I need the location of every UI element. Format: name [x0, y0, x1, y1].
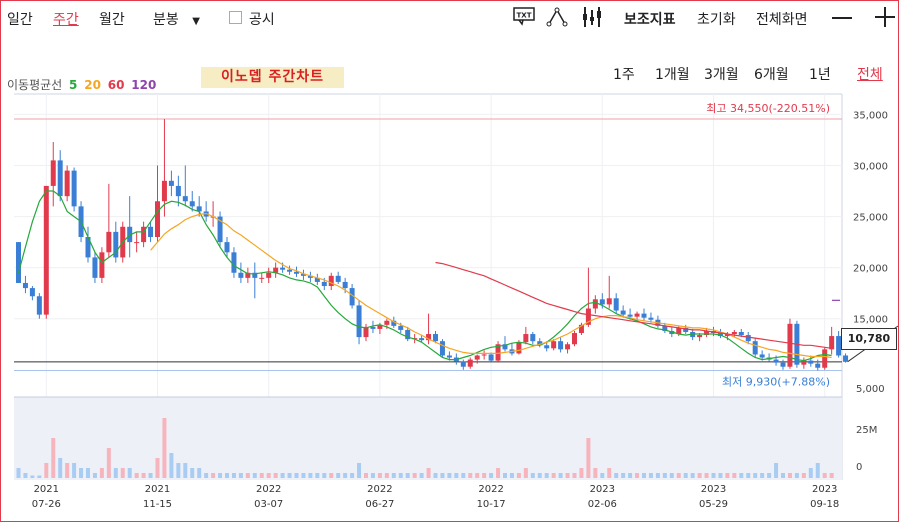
tab-daily[interactable]: 일간 [7, 12, 33, 28]
legend-ma5: 5 [69, 78, 78, 92]
indicator-menu[interactable]: 보조지표 [624, 12, 676, 28]
disclosure-checkbox[interactable] [229, 11, 242, 24]
minute-dropdown-label: 분봉 [153, 12, 179, 28]
period-1w[interactable]: 1주 [613, 67, 635, 83]
legend-label: 이동평균선 [7, 78, 63, 92]
legend-ma60: 60 [107, 78, 125, 92]
tab-weekly[interactable]: 주간 [53, 12, 79, 28]
period-6m[interactable]: 6개월 [754, 67, 789, 83]
legend-ma120: 120 [131, 78, 157, 92]
add-icon[interactable] [874, 6, 896, 28]
indicator-icon[interactable] [581, 5, 603, 29]
draw-tool-icon[interactable] [546, 6, 568, 28]
minimize-icon[interactable] [831, 9, 853, 27]
period-1m[interactable]: 1개월 [655, 67, 690, 83]
toolbar: 일간 주간 월간 분봉 ▼ 공시 TXT 보조지표 초기화 전체화면 [0, 0, 899, 36]
reset-button[interactable]: 초기화 [697, 12, 736, 28]
fullscreen-button[interactable]: 전체화면 [756, 12, 808, 28]
current-price-tag: 10,780 [841, 328, 897, 350]
chart-title: 이노뎁 주간차트 [201, 67, 344, 88]
dropdown-arrow-icon: ▼ [192, 16, 200, 27]
tab-monthly[interactable]: 월간 [99, 12, 125, 28]
period-1y[interactable]: 1년 [809, 67, 831, 83]
txt-icon[interactable]: TXT [513, 7, 535, 27]
moving-average-legend: 이동평균선 5 20 60 120 [7, 76, 159, 93]
disclosure-label: 공시 [249, 12, 275, 28]
legend-ma20: 20 [84, 78, 101, 92]
svg-text:TXT: TXT [517, 12, 532, 20]
period-3m[interactable]: 3개월 [704, 67, 739, 83]
minute-dropdown[interactable]: 분봉 ▼ [153, 9, 200, 29]
period-all[interactable]: 전체 [857, 67, 883, 83]
